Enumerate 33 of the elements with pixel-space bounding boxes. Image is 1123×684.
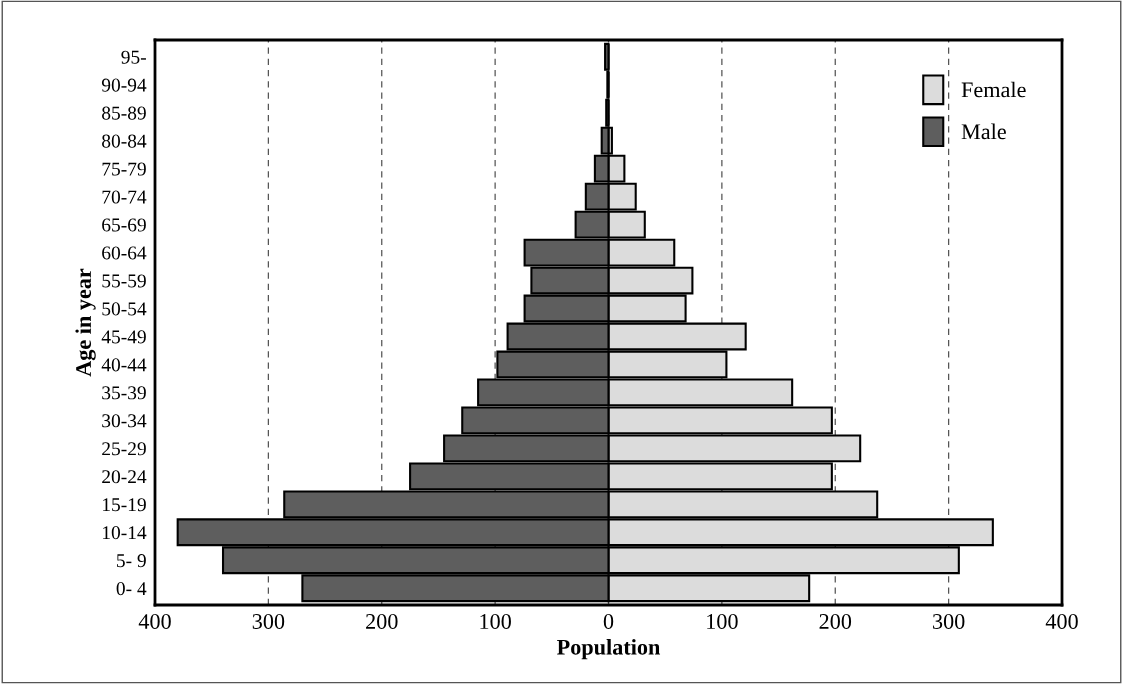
y-tick-label: 95- (121, 50, 146, 64)
legend-label: Male (961, 123, 1006, 140)
y-tick-label: 25-29 (102, 442, 146, 456)
y-tick-label: 50-54 (102, 302, 147, 316)
y-tick-label: 65-69 (102, 218, 146, 232)
x-axis-title: Population (557, 639, 661, 660)
x-tick-label: 400 (138, 613, 171, 629)
x-tick-label: 200 (366, 613, 398, 629)
y-tick-label: 0- 4 (116, 582, 147, 596)
y-tick-label: 5- 9 (117, 554, 146, 568)
y-tick-label: 40-44 (101, 358, 147, 372)
y-tick-label: 60-64 (102, 246, 147, 260)
x-tick-label: 300 (933, 613, 965, 629)
y-tick-label: 90-94 (101, 78, 147, 92)
y-tick-label: 85-89 (102, 106, 146, 120)
legend-label: Female (961, 81, 1026, 98)
x-tick-label: 400 (1045, 613, 1078, 629)
x-tick-label: 200 (819, 613, 852, 629)
y-tick-label: 20-24 (102, 470, 147, 484)
x-tick-label: 100 (480, 613, 511, 629)
y-tick-label: 15-19 (103, 498, 146, 512)
y-tick-label: 30-34 (102, 414, 147, 428)
y-tick-label: 80-84 (102, 134, 147, 148)
y-axis-title: Age in year (75, 268, 96, 377)
x-tick-label: 0 (603, 613, 614, 629)
y-tick-label: 35-39 (102, 386, 146, 400)
y-tick-label: 70-74 (102, 190, 147, 204)
y-tick-label: 45-49 (101, 330, 146, 344)
x-tick-label: 300 (252, 613, 285, 629)
y-tick-label: 10-14 (103, 526, 147, 540)
y-tick-label: 55-59 (102, 274, 146, 288)
x-tick-label: 100 (707, 613, 738, 629)
y-tick-label: 75-79 (102, 162, 146, 176)
